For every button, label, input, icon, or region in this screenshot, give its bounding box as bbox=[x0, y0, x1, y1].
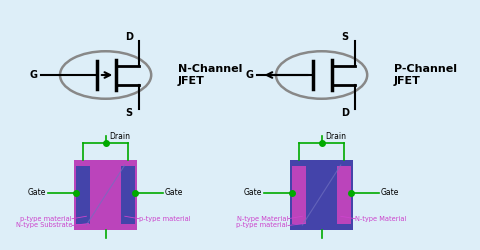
Text: G: G bbox=[246, 70, 253, 80]
Text: G: G bbox=[30, 70, 37, 80]
Bar bbox=[121, 166, 135, 224]
Text: N-Channel: N-Channel bbox=[178, 64, 242, 74]
Text: Gate: Gate bbox=[165, 188, 183, 197]
Text: S: S bbox=[125, 108, 132, 118]
Text: Gate: Gate bbox=[28, 188, 46, 197]
Bar bbox=[76, 166, 90, 224]
Text: p-type material: p-type material bbox=[236, 222, 288, 228]
Bar bbox=[290, 160, 353, 230]
Text: JFET: JFET bbox=[394, 76, 420, 86]
Text: S: S bbox=[341, 32, 348, 42]
Text: Drain: Drain bbox=[109, 132, 131, 141]
Text: Gate: Gate bbox=[244, 188, 262, 197]
Text: D: D bbox=[341, 108, 348, 118]
Text: p-type material: p-type material bbox=[20, 216, 72, 222]
Text: D: D bbox=[125, 32, 132, 42]
Text: JFET: JFET bbox=[178, 76, 204, 86]
Bar bbox=[292, 166, 306, 224]
Text: Drain: Drain bbox=[325, 132, 347, 141]
Text: Gate: Gate bbox=[381, 188, 399, 197]
Text: p-type material: p-type material bbox=[139, 216, 191, 222]
Text: N-type Substrate: N-type Substrate bbox=[15, 222, 72, 228]
Text: N-type Material: N-type Material bbox=[355, 216, 407, 222]
Bar bbox=[337, 166, 351, 224]
Text: P-Channel: P-Channel bbox=[394, 64, 456, 74]
Bar bbox=[74, 160, 137, 230]
Text: N-type Material: N-type Material bbox=[237, 216, 288, 222]
